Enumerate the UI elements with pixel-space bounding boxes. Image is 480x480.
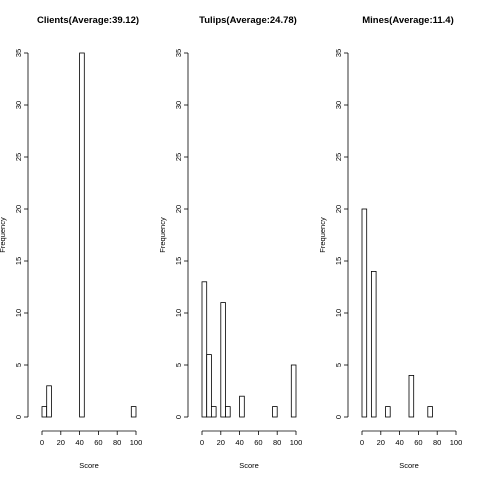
histogram-bar — [220, 302, 226, 418]
x-tick-label: 100 — [290, 438, 303, 447]
x-axis-label: Score — [399, 461, 419, 470]
histogram-bar — [427, 406, 433, 418]
x-tick-label: 0 — [360, 438, 364, 447]
y-tick-label: 10 — [174, 309, 183, 317]
histogram-panel-1: Tulips(Average:24.78) 0 20 40 60 80 100 Score 0 5… — [158, 15, 302, 470]
histogram-bar — [272, 406, 278, 418]
y-tick-label: 5 — [334, 363, 343, 367]
y-tick-label: 30 — [334, 101, 343, 109]
y-axis-label: Frequency — [0, 217, 7, 253]
y-tick-label: 20 — [174, 205, 183, 213]
y-tick-label: 15 — [14, 257, 23, 265]
histogram-bar — [408, 374, 415, 418]
y-tick-label: 5 — [14, 363, 23, 367]
x-tick-label: 40 — [75, 438, 83, 447]
x-axis-label: Score — [239, 461, 259, 470]
x-axis-label: Score — [79, 461, 99, 470]
y-tick-label: 30 — [14, 101, 23, 109]
chart-title: Tulips(Average:24.78) — [199, 15, 297, 26]
histogram-bar — [130, 406, 137, 418]
y-axis-label: Frequency — [158, 217, 167, 253]
x-tick-label: 100 — [130, 438, 143, 447]
x-tick-label: 80 — [273, 438, 281, 447]
x-tick-label: 20 — [377, 438, 385, 447]
x-tick-label: 100 — [450, 438, 463, 447]
y-tick-label: 0 — [14, 415, 23, 419]
y-tick-label: 5 — [174, 363, 183, 367]
y-tick-label: 25 — [14, 153, 23, 161]
x-tick-label: 40 — [395, 438, 403, 447]
y-tick-label: 20 — [14, 205, 23, 213]
x-tick-label: 60 — [414, 438, 422, 447]
y-tick-label: 25 — [174, 153, 183, 161]
y-tick-label: 35 — [174, 49, 183, 57]
chart-title: Mines(Average:11.4) — [362, 15, 454, 26]
y-tick-label: 30 — [174, 101, 183, 109]
x-tick-label: 40 — [235, 438, 243, 447]
histogram-bar — [361, 208, 368, 418]
x-tick-label: 80 — [113, 438, 121, 447]
y-tick-label: 25 — [334, 153, 343, 161]
x-tick-label: 80 — [433, 438, 441, 447]
histogram-bar — [210, 406, 217, 418]
histogram-bar — [46, 385, 52, 418]
x-tick-label: 60 — [254, 438, 262, 447]
histogram-bar — [79, 52, 85, 418]
histogram-panel-2: Mines(Average:11.4) 0 20 40 60 80 100 Score 0 5 10… — [318, 15, 462, 470]
x-tick-label: 60 — [94, 438, 102, 447]
histogram-bar — [206, 354, 212, 418]
histogram-bar — [370, 270, 377, 418]
x-tick-label: 0 — [40, 438, 44, 447]
histogram-bar — [41, 406, 48, 418]
y-tick-label: 10 — [14, 309, 23, 317]
y-tick-label: 35 — [334, 49, 343, 57]
x-tick-label: 20 — [57, 438, 65, 447]
histogram-bar — [201, 281, 208, 418]
y-tick-label: 15 — [174, 257, 183, 265]
y-tick-label: 20 — [334, 205, 343, 213]
histogram-bar — [290, 364, 297, 418]
y-tick-label: 0 — [334, 415, 343, 419]
y-tick-label: 0 — [174, 415, 183, 419]
y-tick-label: 15 — [334, 257, 343, 265]
histogram-bar — [385, 406, 391, 418]
y-tick-label: 35 — [14, 49, 23, 57]
chart-title: Clients(Average:39.12) — [37, 15, 139, 26]
y-tick-label: 10 — [334, 309, 343, 317]
histogram-bar — [225, 406, 231, 418]
histogram-panel-0: Clients(Average:39.12) 0 20 40 60 80 100 Score 0… — [0, 15, 142, 470]
x-tick-label: 0 — [200, 438, 204, 447]
histogram-bar — [239, 395, 245, 418]
y-axis-label: Frequency — [318, 217, 327, 253]
x-tick-label: 20 — [217, 438, 225, 447]
